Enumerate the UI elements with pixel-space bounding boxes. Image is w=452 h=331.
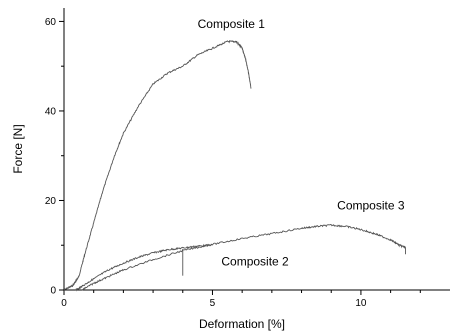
series-layer (63, 39, 406, 292)
y-axis-label: Force [N] (11, 124, 25, 173)
series-line-composite-1 (63, 39, 252, 291)
axes (63, 8, 450, 291)
y-tick-label-2: 40 (45, 106, 57, 117)
annotation-layer: Composite 1 Composite 2 Composite 3 (198, 17, 405, 268)
annotation-composite-3: Composite 3 (337, 198, 405, 212)
x-tick-label-1: 5 (210, 298, 216, 309)
x-tick-label-0: 0 (61, 298, 67, 309)
y-tick-label-3: 60 (45, 17, 57, 28)
annotation-composite-2: Composite 2 (221, 254, 289, 268)
x-axis-label: Deformation [%] (199, 317, 285, 331)
y-axis-ticks: 0 20 40 60 (45, 17, 64, 297)
series-line-composite-2 (75, 243, 213, 292)
y-tick-label-0: 0 (50, 286, 56, 297)
y-tick-label-1: 20 (45, 196, 57, 207)
x-axis-ticks: 0 5 10 (61, 290, 421, 309)
series-line-composite-3 (81, 223, 406, 291)
x-tick-label-2: 10 (355, 298, 367, 309)
annotation-composite-1: Composite 1 (198, 17, 266, 31)
